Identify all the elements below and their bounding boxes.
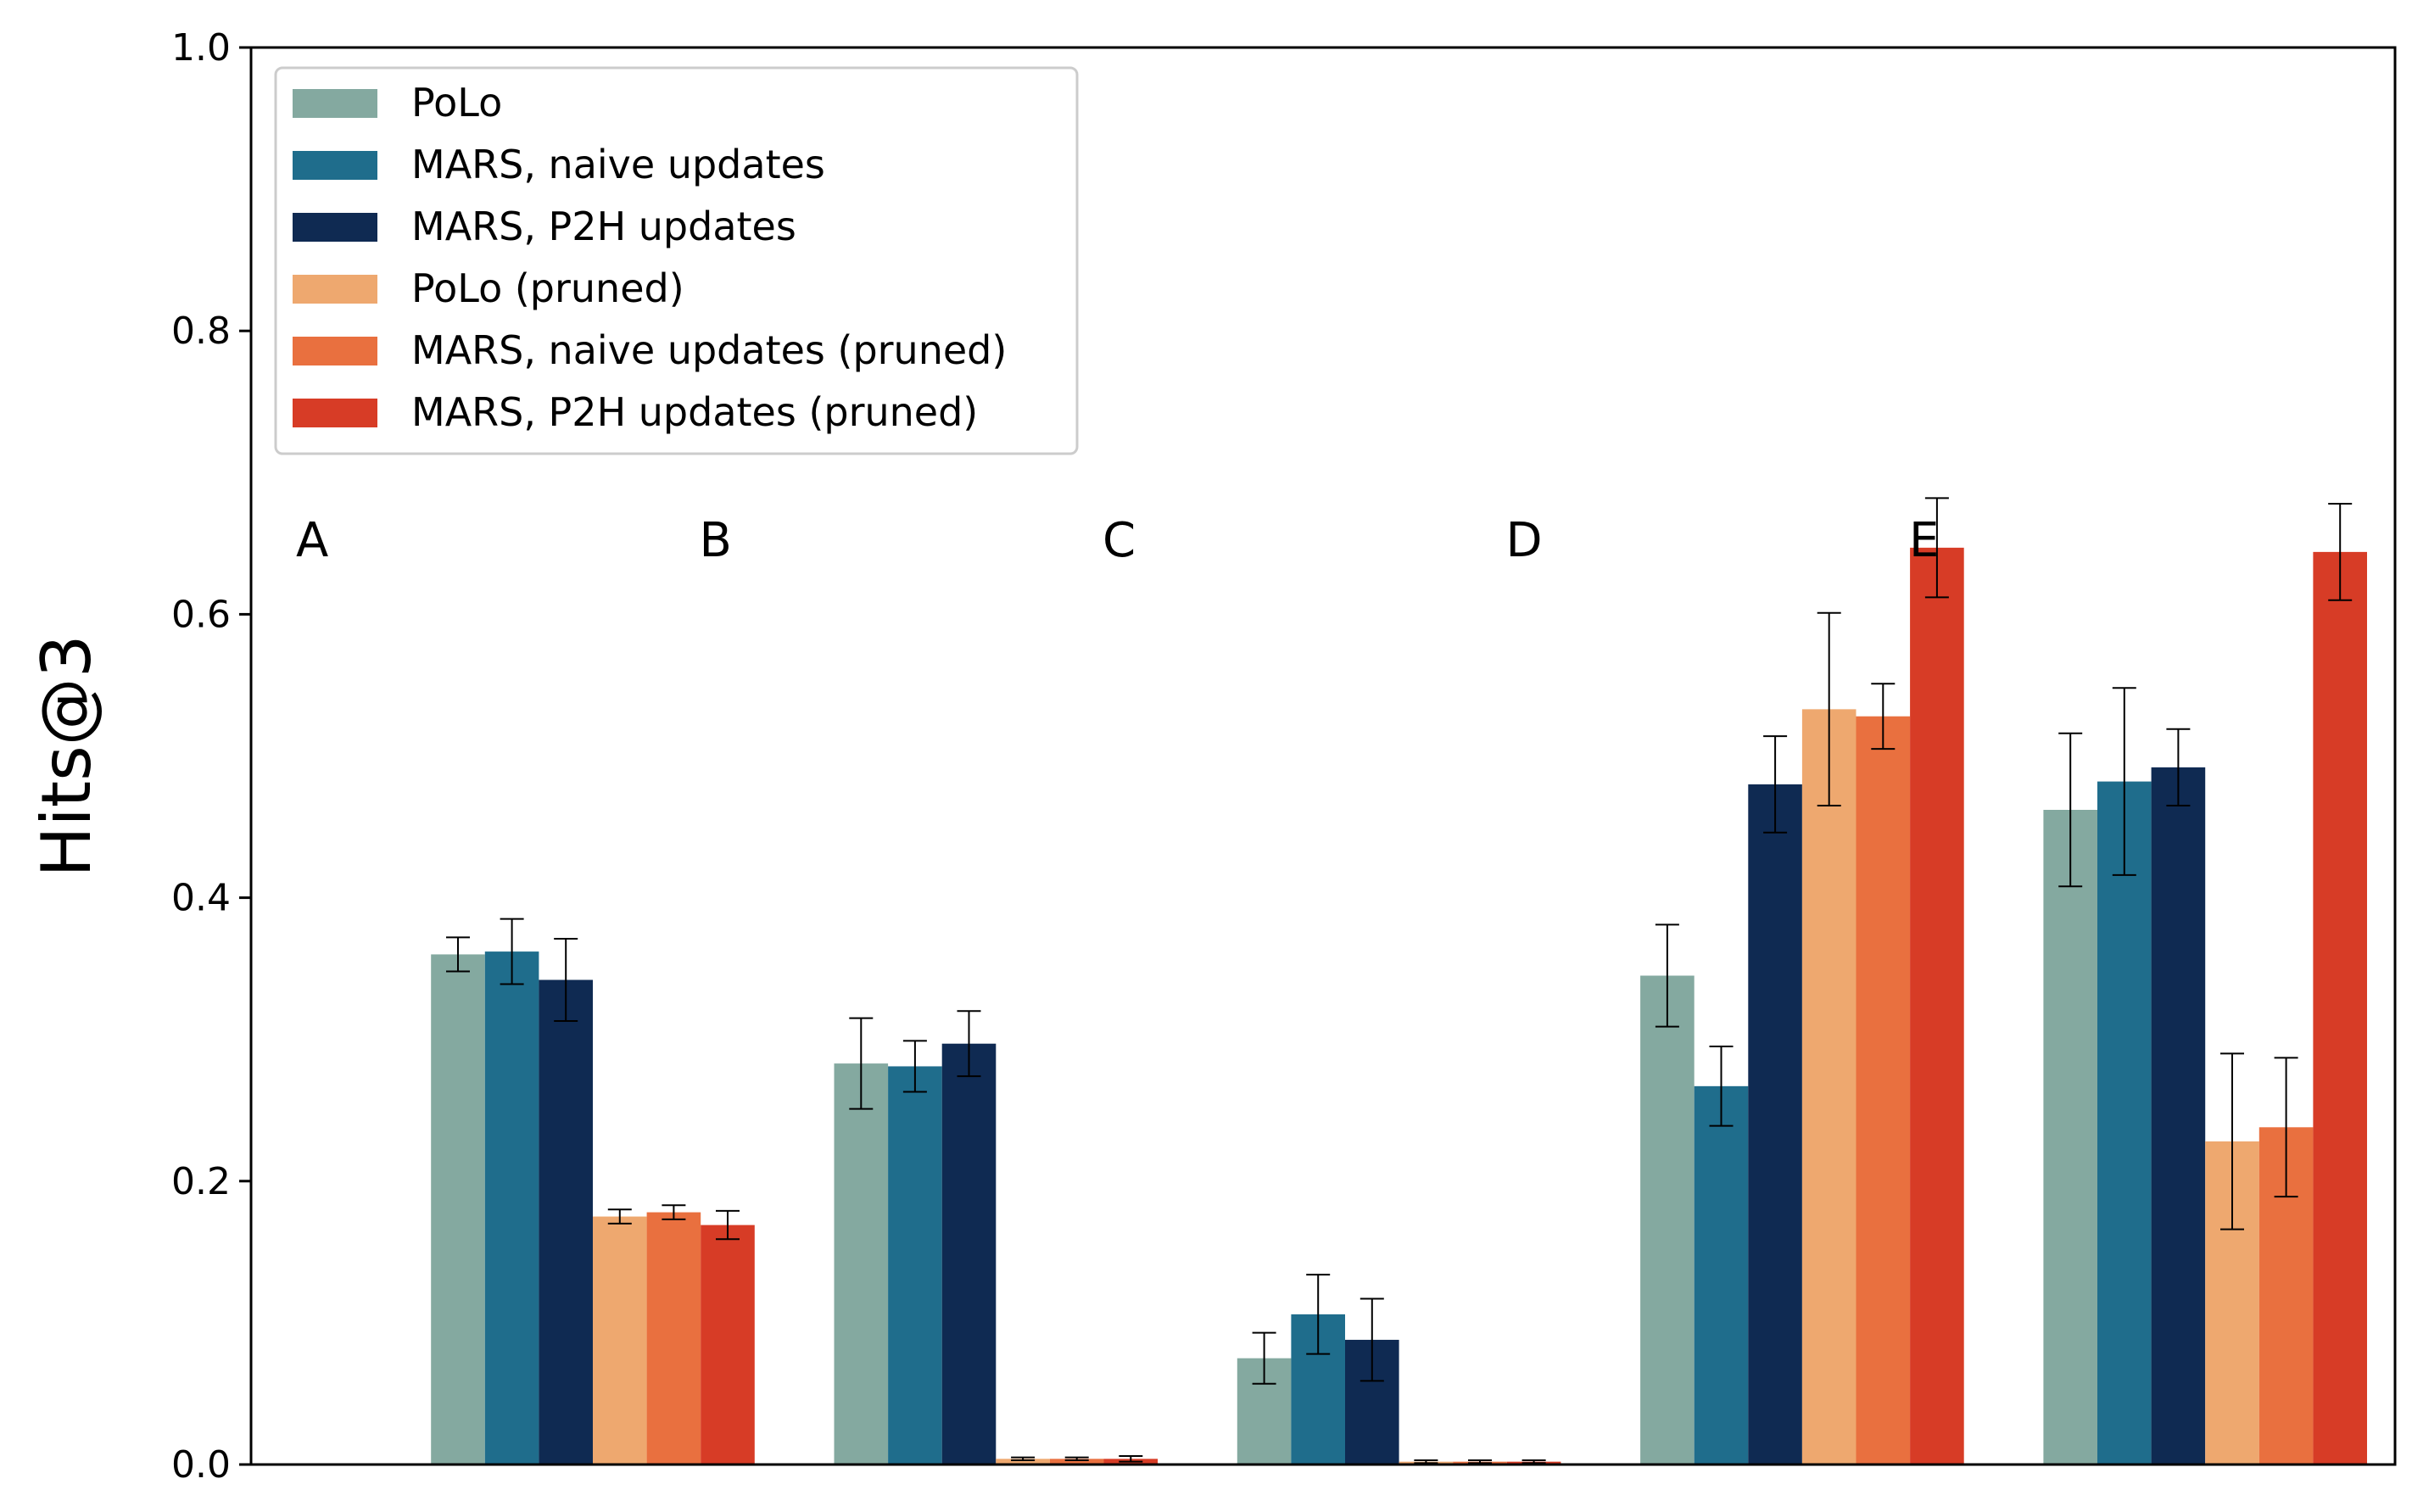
bar bbox=[996, 1459, 1050, 1465]
y-tick-label: 0.4 bbox=[171, 877, 231, 920]
y-tick-label: 1.0 bbox=[171, 26, 231, 70]
bar bbox=[1694, 1085, 1749, 1465]
y-axis: 0.0 0.2 0.4 0.6 0.8 1.0 bbox=[171, 26, 251, 1487]
legend-label: MARS, P2H updates bbox=[411, 204, 796, 249]
legend-label: MARS, naive updates bbox=[411, 142, 825, 187]
category-label: B bbox=[700, 513, 732, 568]
bar bbox=[1748, 784, 1802, 1465]
bar bbox=[888, 1066, 942, 1465]
y-tick-label: 0.8 bbox=[171, 310, 231, 353]
bar bbox=[2043, 809, 2097, 1465]
y-tick-label: 0.0 bbox=[171, 1443, 231, 1487]
bar bbox=[539, 979, 593, 1465]
legend-label: PoLo (pruned) bbox=[411, 265, 684, 311]
legend: PoLo MARS, naive updates MARS, P2H updates… bbox=[274, 66, 1079, 455]
legend-swatch bbox=[293, 275, 377, 304]
category-label: E bbox=[1909, 513, 1939, 568]
bar bbox=[484, 951, 539, 1465]
category-label: A bbox=[296, 513, 328, 568]
bar bbox=[646, 1212, 701, 1465]
legend-label: PoLo bbox=[411, 80, 502, 126]
bar bbox=[1640, 975, 1695, 1465]
legend-swatch bbox=[293, 89, 377, 118]
legend-label: MARS, P2H updates (pruned) bbox=[411, 389, 978, 435]
y-tick-label: 0.6 bbox=[171, 593, 231, 636]
bar bbox=[2097, 781, 2152, 1465]
legend-swatch bbox=[293, 213, 377, 242]
bar bbox=[941, 1043, 997, 1465]
bar bbox=[1801, 709, 1856, 1465]
bar bbox=[593, 1216, 647, 1465]
category-label: D bbox=[1506, 513, 1543, 568]
bar bbox=[1910, 547, 1964, 1465]
group-labels-layer: A B C D E bbox=[296, 513, 1939, 568]
legend-label: MARS, naive updates (pruned) bbox=[411, 327, 1007, 373]
legend-box bbox=[274, 66, 1079, 455]
y-tick-label: 0.2 bbox=[171, 1160, 231, 1203]
category-label: C bbox=[1103, 513, 1136, 568]
error-bars-layer bbox=[446, 497, 2353, 1465]
bar bbox=[1049, 1459, 1104, 1465]
y-axis-label: Hits@3 bbox=[27, 634, 106, 877]
bar bbox=[1856, 716, 1911, 1465]
legend-swatch bbox=[293, 337, 377, 365]
bar bbox=[834, 1063, 889, 1465]
legend-swatch bbox=[293, 399, 377, 427]
bar bbox=[431, 954, 485, 1465]
bar bbox=[2313, 551, 2367, 1465]
bar bbox=[701, 1225, 755, 1465]
plot-frame bbox=[249, 46, 2397, 1466]
bars-layer bbox=[431, 547, 2367, 1465]
bar bbox=[2151, 767, 2206, 1465]
legend-swatch bbox=[293, 151, 377, 180]
